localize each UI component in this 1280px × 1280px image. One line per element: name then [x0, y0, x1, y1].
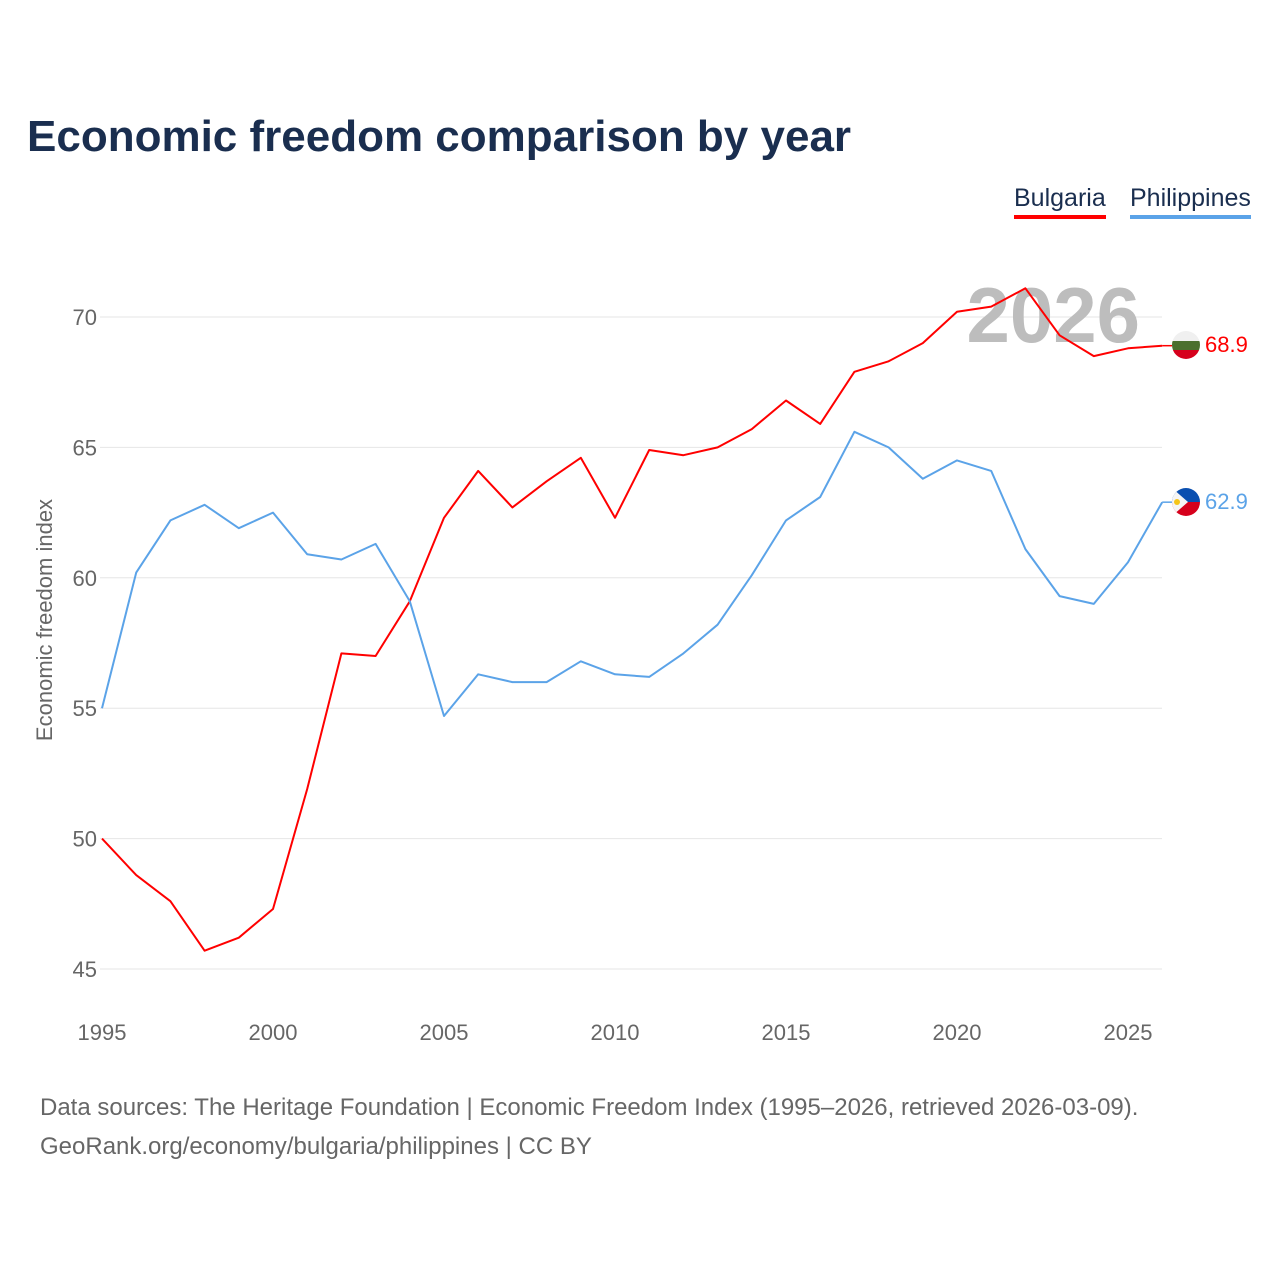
y-tick-label: 65 — [73, 435, 97, 460]
y-tick-label: 55 — [73, 696, 97, 721]
y-tick-label: 70 — [73, 305, 97, 330]
legend-item-philippines[interactable]: Philippines — [1130, 184, 1251, 219]
chart-title: Economic freedom comparison by year — [27, 112, 852, 161]
x-tick-label: 1995 — [78, 1020, 127, 1045]
philippines-flag-icon — [1172, 488, 1200, 516]
bulgaria-end-label: 68.9 — [1205, 332, 1248, 357]
x-tick-label: 2010 — [591, 1020, 640, 1045]
footer: Data sources: The Heritage Foundation | … — [40, 1088, 1138, 1166]
x-tick-label: 2015 — [762, 1020, 811, 1045]
philippines-end-label: 62.9 — [1205, 489, 1248, 514]
data-source-text: Data sources: The Heritage Foundation | … — [40, 1094, 1139, 1121]
y-tick-label: 50 — [73, 827, 97, 852]
year-watermark: 2026 — [966, 271, 1140, 359]
y-tick-label: 45 — [73, 957, 97, 982]
x-tick-label: 2000 — [249, 1020, 298, 1045]
credit-text: GeoRank.org/economy/bulgaria/philippines… — [40, 1133, 592, 1160]
y-tick-label: 60 — [73, 566, 97, 591]
bulgaria-series-line — [101, 287, 1163, 952]
x-tick-label: 2005 — [420, 1020, 469, 1045]
legend-item-bulgaria[interactable]: Bulgaria — [1014, 184, 1106, 219]
x-tick-label: 2020 — [933, 1020, 982, 1045]
philippines-series-line — [101, 430, 1164, 717]
y-axis-label: Economic freedom index — [32, 499, 57, 741]
bulgaria-flag-icon — [1172, 331, 1200, 359]
x-tick-label: 2025 — [1104, 1020, 1153, 1045]
